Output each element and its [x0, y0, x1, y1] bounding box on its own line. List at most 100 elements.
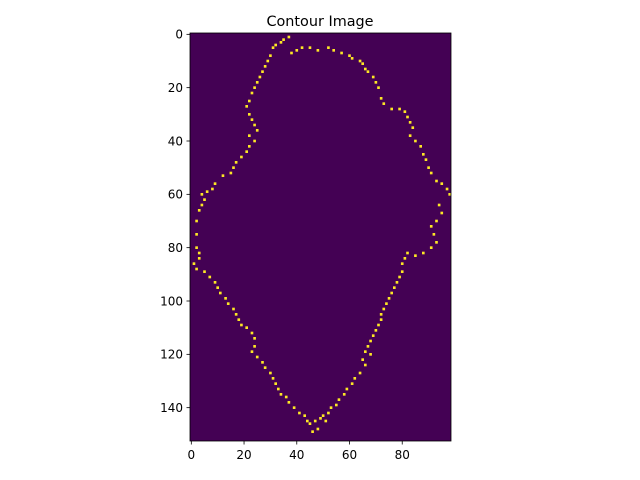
- contour-pixel: [232, 166, 235, 169]
- contour-pixel: [429, 246, 433, 249]
- contour-pixels: [192, 35, 451, 433]
- contour-pixel: [282, 38, 285, 41]
- contour-pixel: [408, 121, 412, 124]
- contour-pixel: [385, 302, 388, 305]
- contour-pixel: [390, 107, 393, 111]
- contour-pixel: [200, 203, 204, 207]
- contour-pixel: [398, 107, 401, 111]
- contour-pixel: [269, 54, 272, 57]
- contour-pixel: [377, 86, 380, 89]
- contour-pixel: [324, 419, 328, 423]
- contour-pixel: [203, 198, 206, 201]
- contour-pixel: [263, 366, 267, 369]
- contour-pixel: [377, 323, 380, 327]
- contour-pixel: [424, 158, 428, 161]
- contour-pixel: [216, 286, 219, 289]
- contour-pixel: [387, 297, 391, 300]
- contour-pixel: [213, 182, 217, 185]
- y-axis: 0 20 40 60 80 100 120 140: [160, 28, 190, 415]
- contour-pixel: [364, 350, 367, 353]
- contour-pixel: [300, 46, 304, 49]
- contour-pixel: [440, 182, 444, 185]
- contour-pixel: [266, 59, 270, 63]
- image-background: [190, 33, 451, 441]
- contour-pixel: [248, 145, 251, 148]
- contour-pixel: [248, 113, 251, 116]
- contour-pixel: [374, 81, 378, 84]
- contour-pixel: [287, 401, 291, 404]
- x-tick-label: 80: [395, 448, 410, 462]
- contour-pixel: [240, 323, 243, 327]
- y-tick-label: 40: [168, 134, 183, 148]
- y-tick-label: 100: [160, 294, 183, 308]
- contour-pixel: [411, 126, 415, 129]
- contour-pixel: [250, 91, 254, 95]
- contour-pixel: [253, 337, 256, 340]
- contour-pixel: [213, 281, 217, 284]
- contour-pixel: [240, 155, 243, 159]
- contour-pixel: [250, 350, 254, 353]
- x-tick-label: 40: [289, 448, 304, 462]
- contour-pixel: [445, 187, 449, 191]
- contour-pixel: [279, 41, 283, 44]
- contour-pixel: [440, 211, 444, 215]
- contour-pixel: [321, 414, 325, 417]
- contour-pixel: [364, 363, 367, 367]
- contour-pixel: [414, 139, 417, 143]
- contour-pixel: [261, 70, 264, 73]
- y-tick-label: 20: [168, 81, 183, 95]
- contour-pixel: [195, 219, 198, 223]
- contour-pixel: [253, 139, 256, 143]
- contour-pixel: [237, 318, 241, 321]
- contour-pixel: [279, 393, 283, 396]
- contour-pixel: [224, 297, 227, 300]
- contour-pixel: [245, 150, 248, 153]
- contour-pixel: [435, 179, 438, 183]
- contour-pixel: [197, 209, 201, 212]
- contour-pixel: [308, 422, 312, 425]
- contour-pixel: [379, 313, 383, 316]
- contour-pixel: [369, 339, 372, 343]
- contour-pixel: [350, 57, 354, 60]
- contour-pixel: [258, 75, 262, 79]
- y-tick-label: 60: [168, 188, 183, 202]
- x-tick-label: 20: [236, 448, 251, 462]
- contour-pixel: [253, 86, 256, 89]
- y-tick-label: 0: [175, 28, 183, 42]
- x-tick-label: 0: [187, 448, 195, 462]
- plot-frame: [189, 32, 452, 442]
- contour-pixel: [232, 307, 235, 311]
- contour-pixel: [335, 403, 338, 407]
- contour-pixel: [403, 257, 407, 260]
- contour-pixel: [382, 102, 386, 105]
- contour-pixel: [379, 318, 383, 321]
- contour-pixel: [234, 313, 238, 316]
- contour-pixel: [353, 377, 357, 380]
- contour-pixel: [250, 331, 254, 335]
- contour-pixel: [248, 99, 251, 103]
- contour-pixel: [406, 115, 409, 119]
- contour-pixel: [271, 46, 275, 49]
- contour-pixel: [419, 145, 422, 148]
- contour-pixel: [332, 49, 335, 52]
- contour-pixel: [316, 49, 320, 52]
- contour-pixel: [255, 355, 259, 359]
- contour-pixel: [366, 70, 370, 73]
- contour-pixel: [274, 382, 277, 385]
- contour-pixel: [245, 105, 248, 108]
- contour-pixel: [200, 193, 204, 196]
- contour-pixel: [369, 353, 372, 356]
- contour-pixel: [195, 267, 198, 271]
- x-tick-label: 60: [342, 448, 357, 462]
- contour-pixel: [395, 281, 399, 284]
- contour-pixel: [313, 419, 317, 423]
- contour-pixel: [250, 118, 254, 121]
- contour-pixel: [292, 406, 296, 409]
- contour-pixel: [311, 430, 314, 433]
- contour-pixel: [400, 270, 404, 273]
- contour-pixel: [284, 395, 288, 399]
- contour-pixel: [261, 361, 264, 364]
- contour-pixel: [319, 417, 322, 420]
- contour-pixel: [390, 291, 393, 295]
